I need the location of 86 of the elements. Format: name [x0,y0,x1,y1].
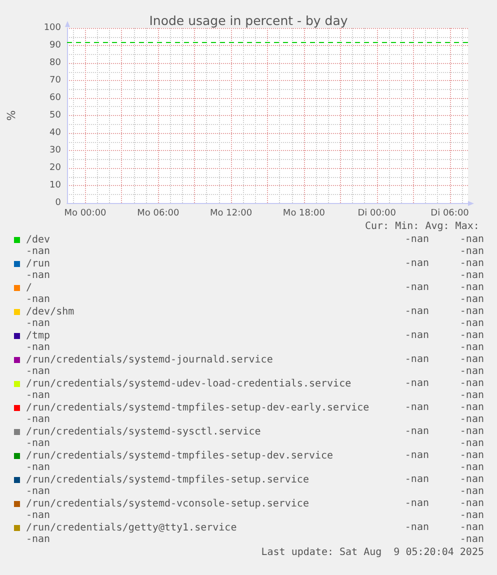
legend-label: /run [26,258,50,270]
legend-label: /run/credentials/systemd-udev-load-credentials.service [26,378,352,390]
text: -nan [404,282,429,294]
y-tick-label: 80 [50,58,62,68]
x-tick-label: Di 06:00 [430,208,470,218]
text: -nan [460,498,484,510]
legend-label: /run/credentials/systemd-tmpfiles-setup.service [26,474,309,486]
text: -nan [460,306,484,318]
legend-label: /run/credentials/systemd-sysctl.service [26,426,261,438]
text: -nan [460,390,484,402]
text: -nan [460,234,484,246]
text: -nan [404,450,429,462]
text: -nan [460,294,484,306]
text: -nan [26,414,50,426]
text: -nan [404,378,429,390]
legend-label: /run/credentials/systemd-vconsole-setup.service [26,498,309,510]
text: -nan [460,378,484,390]
text: -nan [404,402,429,414]
text: -nan [26,390,50,402]
text: -nan [404,258,429,270]
text: -nan [460,426,484,438]
legend-title: Cur: Min: Avg: Max: [365,221,480,233]
x-tick-label: Mo 00:00 [64,208,107,218]
text: -nan [460,486,484,498]
text: -nan [460,510,484,522]
y-tick-label: 60 [50,93,62,103]
legend-label: /run/credentials/getty@tty1.service [26,522,237,534]
x-tick-label: Mo 06:00 [137,208,180,218]
text: -nan [26,486,50,498]
y-tick-label: 20 [50,163,62,173]
chart-title: Inode usage in percent - by day [149,13,348,28]
y-tick-label: 70 [50,76,62,86]
text: -nan [26,534,50,546]
text: -nan [404,234,429,246]
text: -nan [404,306,429,318]
text: Last update: Sat Aug 9 05:20:04 2025 [261,547,484,559]
text: -nan [26,294,50,306]
y-tick-label: 40 [50,128,62,138]
legend-label: /tmp [26,330,50,342]
text: -nan [26,270,50,282]
text: -nan [26,342,50,354]
text: -nan [460,438,484,450]
text: -nan [404,522,429,534]
text: -nan [404,426,429,438]
x-tick-label: Mo 18:00 [282,208,326,218]
text: -nan [460,522,484,534]
text: -nan [460,462,484,474]
text: -nan [460,318,484,330]
y-tick-label: 50 [50,110,62,120]
text: -nan [460,474,484,486]
y-tick-label: 0 [55,198,62,208]
text: -nan [460,414,484,426]
y-tick-label: 90 [50,40,62,50]
text: -nan [460,534,484,546]
text: -nan [460,246,484,258]
text: -nan [404,330,429,342]
text: -nan [460,450,484,462]
text: -nan [26,366,50,378]
text: -nan [460,270,484,282]
text: -nan [460,402,484,414]
legend-label: /run/credentials/systemd-tmpfiles-setup-dev.service [26,450,334,462]
x-tick-label: Di 00:00 [358,208,396,218]
text: -nan [404,354,429,366]
y-tick-label: 30 [50,146,62,156]
text: -nan [26,318,50,330]
legend-label: /run/credentials/systemd-tmpfiles-setup-dev-early.service [26,402,370,414]
text: -nan [460,330,484,342]
text: -nan [26,438,50,450]
text: -nan [460,282,484,294]
text: -nan [460,342,484,354]
text: -nan [404,474,429,486]
legend-label: /dev [26,234,50,246]
text: -nan [404,498,429,510]
legend-label: /dev/shm [26,306,74,318]
y-tick-label: 100 [44,23,62,33]
y-axis-title: % [5,110,18,121]
x-tick-label: Mo 12:00 [210,208,252,218]
text: -nan [460,354,484,366]
legend-label: / [26,282,32,294]
text: -nan [460,366,484,378]
text: -nan [460,258,484,270]
legend-label: /run/credentials/systemd-journald.service [26,354,273,366]
text: -nan [26,462,50,474]
y-tick-label: 10 [50,180,62,190]
text: -nan [26,246,50,258]
text: -nan [26,510,50,522]
